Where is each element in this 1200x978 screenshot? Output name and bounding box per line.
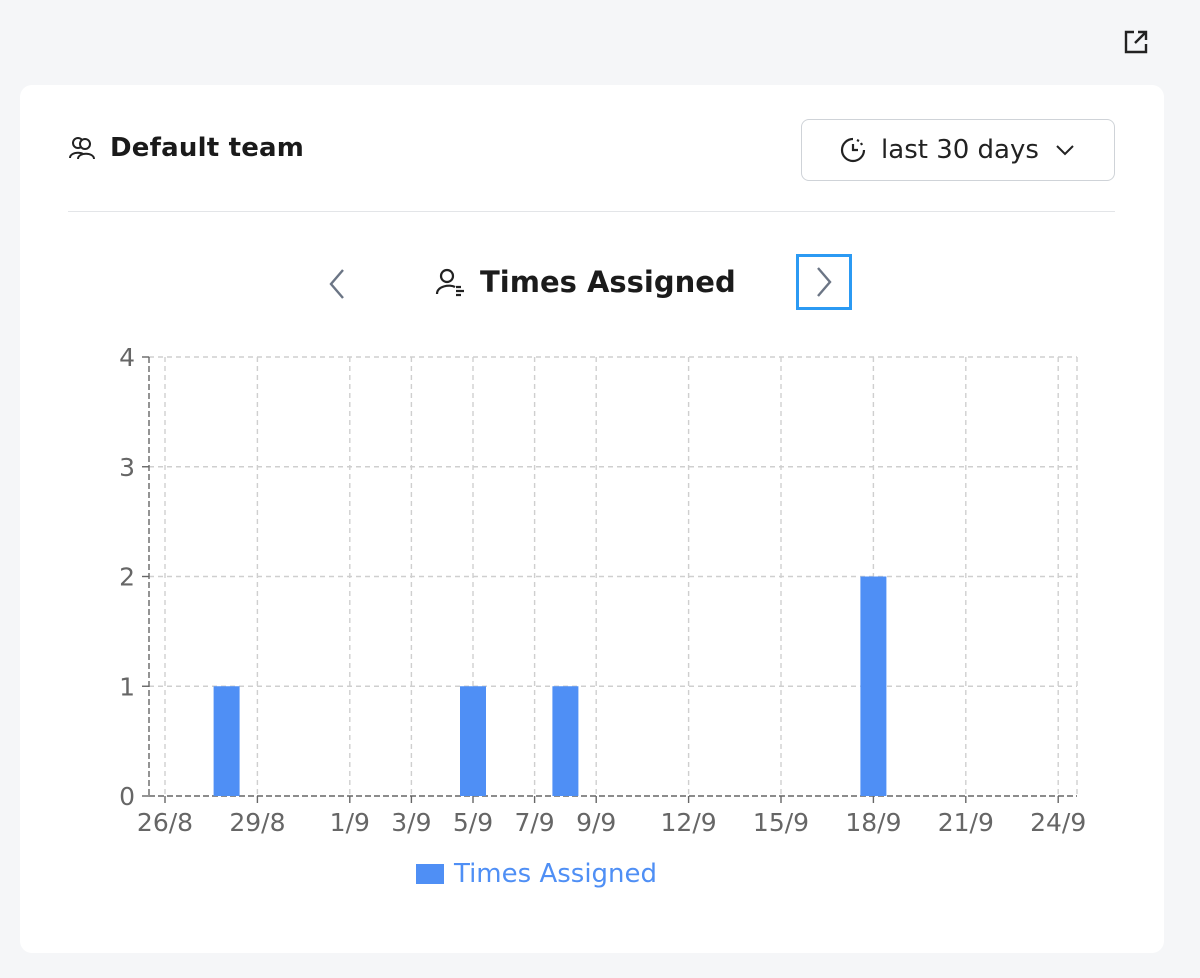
next-metric-button[interactable]	[796, 254, 852, 310]
external-link-icon	[1124, 30, 1148, 54]
date-range-label: last 30 days	[881, 135, 1039, 165]
times-assigned-chart: 26/8 29/8 1/9 3/9 5/9 7/9 9/9 12/9 15/9 18/9 21/9 2…	[119, 343, 1086, 837]
team-heading: Default team	[68, 133, 304, 163]
y-tick-label: 2	[119, 563, 135, 592]
team-name: Default team	[110, 133, 305, 163]
legend-swatch	[416, 864, 444, 884]
x-tick-label: 9/9	[576, 808, 616, 837]
x-tick-label: 29/8	[229, 808, 285, 837]
previous-metric-button[interactable]	[310, 257, 364, 311]
x-tick-label: 5/9	[453, 808, 493, 837]
chart-legend: Times Assigned	[416, 859, 657, 889]
x-tick-label: 7/9	[514, 808, 554, 837]
y-tick-label: 1	[119, 672, 135, 701]
chevron-left-icon	[329, 269, 344, 299]
y-tick-label: 0	[119, 782, 135, 811]
external-link-button[interactable]	[1120, 26, 1152, 58]
x-tick-label: 15/9	[753, 808, 809, 837]
metric-title-label: Times Assigned	[480, 265, 736, 299]
y-tick-label: 3	[119, 453, 135, 482]
bar	[213, 686, 240, 796]
bar	[460, 686, 486, 796]
x-tick-label: 1/9	[330, 808, 370, 837]
x-tick-label: 24/9	[1030, 808, 1086, 837]
metric-title: Times Assigned	[434, 265, 736, 299]
x-tick-label: 26/8	[137, 808, 193, 837]
date-range-select[interactable]: last 30 days	[801, 119, 1115, 181]
bar	[860, 576, 887, 796]
clock-icon	[840, 137, 866, 163]
chevron-right-icon	[817, 267, 832, 297]
user-assigned-icon	[435, 268, 464, 297]
team-stats-card: Default team last 30 days	[20, 85, 1164, 953]
y-tick-label: 4	[119, 343, 135, 372]
users-icon	[69, 137, 95, 160]
chevron-down-icon	[1056, 145, 1074, 156]
x-tick-label: 18/9	[845, 808, 901, 837]
bar	[552, 686, 579, 796]
x-tick-label: 21/9	[938, 808, 994, 837]
card-header: Default team last 30 days	[68, 85, 1115, 212]
legend-label: Times Assigned	[454, 859, 658, 889]
x-tick-label: 12/9	[661, 808, 717, 837]
metric-navigator: Times Assigned	[20, 253, 1164, 315]
x-tick-label: 3/9	[391, 808, 431, 837]
